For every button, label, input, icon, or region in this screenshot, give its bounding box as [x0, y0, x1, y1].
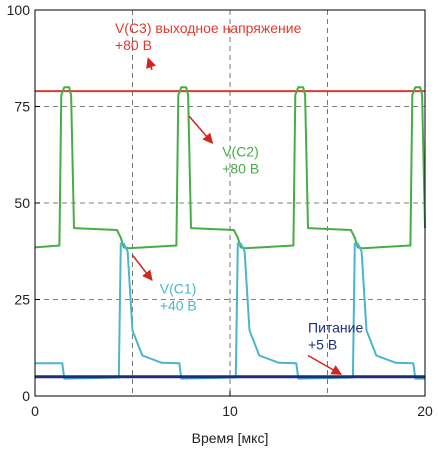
x-tick-label: 0	[31, 403, 39, 419]
tick-labels: 0 25 50 75 100 0 10 20	[7, 2, 433, 419]
annotations: V(C3) выходное напряжение +80 ВV(C2) +80 В…	[115, 20, 363, 376]
grid-lines	[35, 10, 425, 396]
annotation-line: V(C1)	[160, 281, 197, 297]
annotation-label: V(C2) +80 В	[222, 144, 259, 177]
annotation-arrow	[188, 115, 214, 144]
series-line-vc1	[35, 242, 425, 380]
annotation-arrow	[146, 57, 157, 71]
annotation-line: Питание	[308, 319, 363, 335]
y-tick-label: 25	[14, 292, 30, 308]
annotation-line: +5 В	[308, 336, 337, 352]
annotation-line: +80 В	[222, 161, 259, 177]
y-tick-label: 75	[14, 99, 30, 115]
annotation-arrow	[131, 254, 153, 282]
x-tick-label: 10	[222, 403, 238, 419]
annotation-line: V(C3) выходное напряжение	[115, 20, 302, 36]
series-line-vc2	[34, 86, 426, 250]
annotation-label: V(C1) +40 В	[160, 281, 197, 314]
y-tick-label: 100	[7, 2, 31, 18]
series-layer	[34, 86, 426, 380]
y-tick-label: 0	[22, 388, 30, 404]
x-axis-title: Время [мкс]	[192, 430, 269, 446]
annotation-line: +80 В	[115, 37, 152, 53]
y-tick-label: 50	[14, 195, 30, 211]
annotation-label: V(C3) выходное напряжение +80 В	[115, 20, 302, 53]
annotation-label: Питание +5 В	[308, 319, 363, 352]
x-tick-label: 20	[417, 403, 433, 419]
annotation-line: +40 В	[160, 298, 197, 314]
annotation-line: V(C2)	[222, 144, 259, 160]
annotation-arrow	[307, 354, 343, 376]
